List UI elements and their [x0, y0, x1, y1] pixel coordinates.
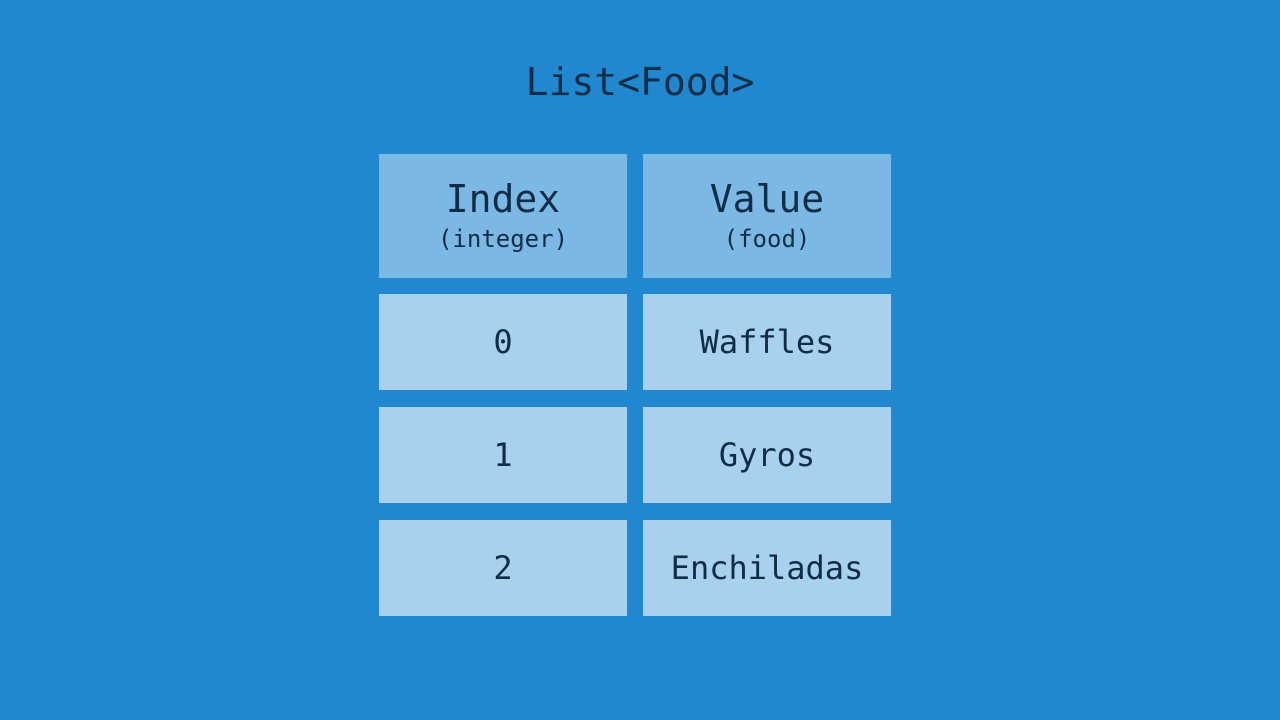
header-index-type: (integer): [437, 225, 569, 253]
header-value-label: Value: [709, 177, 825, 221]
value-cell: Waffles: [643, 294, 891, 390]
index-cell: 0: [379, 294, 627, 390]
header-index: Index (integer): [379, 154, 627, 278]
index-cell: 1: [379, 407, 627, 503]
value-cell: Enchiladas: [643, 520, 891, 616]
header-index-label: Index: [445, 177, 561, 221]
header-value: Value (food): [643, 154, 891, 278]
index-cell: 2: [379, 520, 627, 616]
header-value-type: (food): [723, 225, 811, 253]
diagram-title: List<Food>: [525, 60, 755, 104]
value-cell: Gyros: [643, 407, 891, 503]
